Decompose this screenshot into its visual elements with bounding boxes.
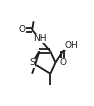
Text: NH: NH (33, 34, 46, 43)
Text: OH: OH (65, 41, 78, 50)
Text: O: O (18, 25, 25, 34)
Text: S: S (29, 58, 35, 67)
Text: O: O (59, 58, 66, 67)
